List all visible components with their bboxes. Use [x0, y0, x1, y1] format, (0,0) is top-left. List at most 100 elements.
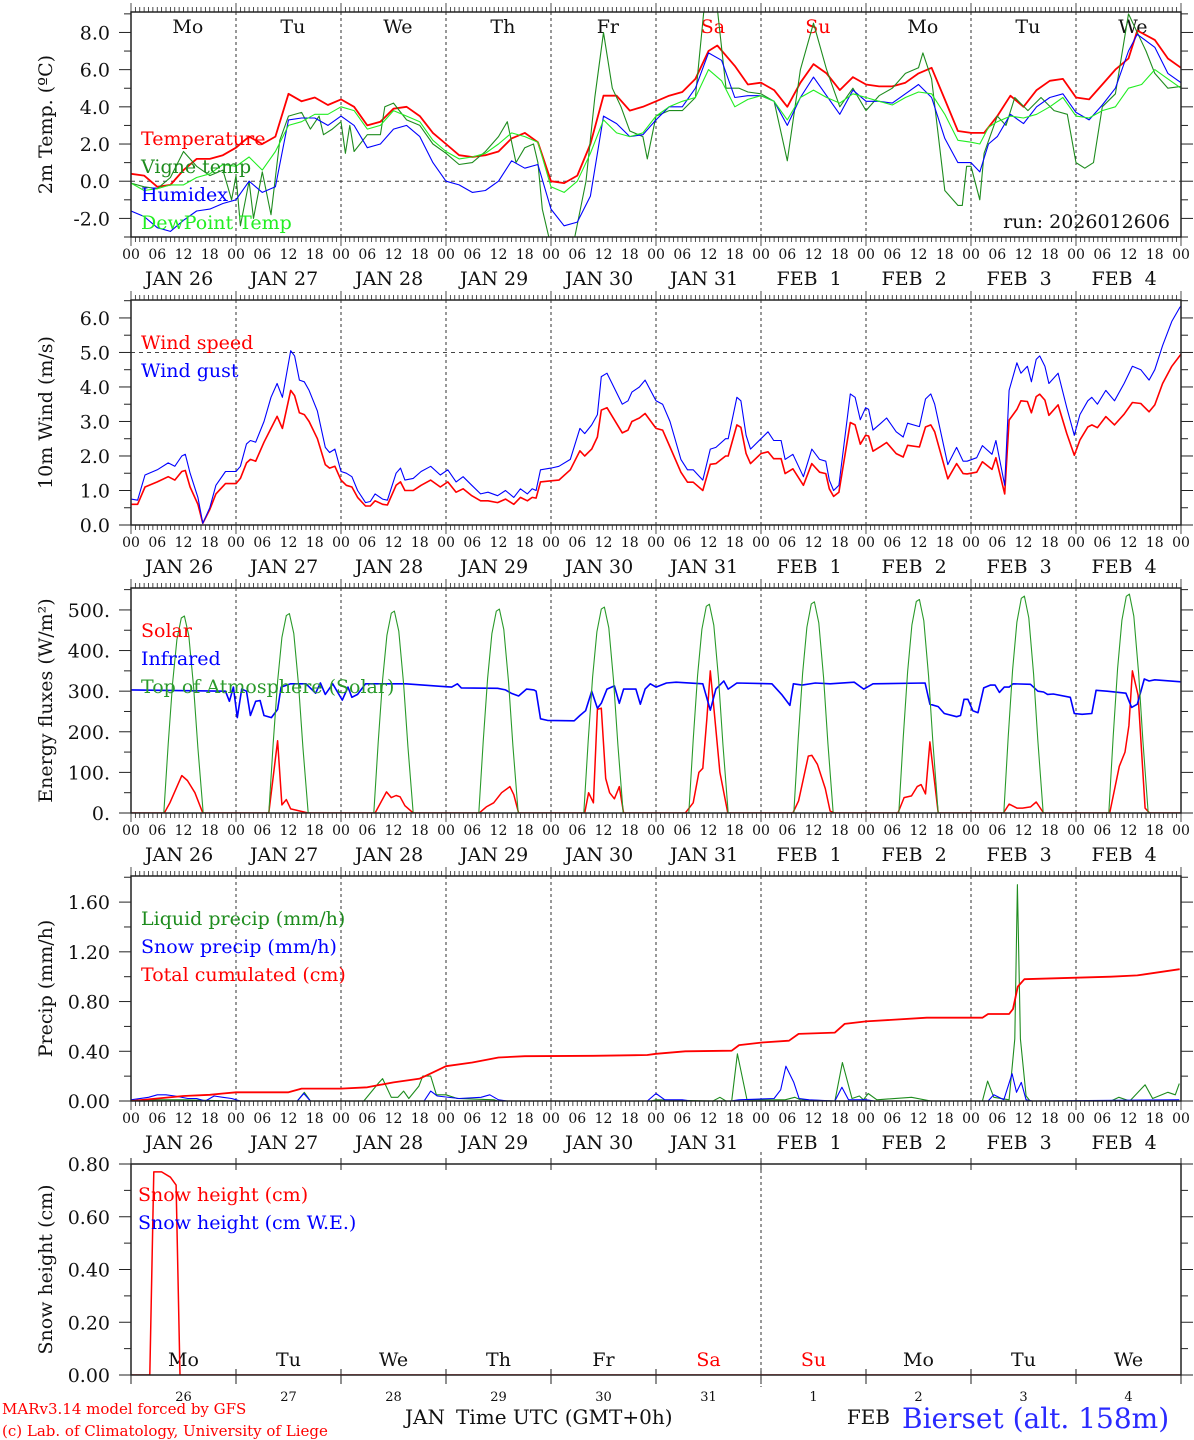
- hour-tick-label: 12: [280, 247, 298, 263]
- plot-frame: [130, 1163, 1182, 1376]
- weekday-label: Su: [805, 16, 830, 38]
- hour-tick-label: 12: [700, 1111, 718, 1127]
- y-tick-label: 300.: [68, 681, 110, 703]
- weekday-label: Tu: [1015, 16, 1040, 38]
- hour-tick-label: 06: [1093, 247, 1111, 263]
- plot-frame: [130, 299, 1182, 526]
- series-line-snow-height-cm: [131, 1171, 1181, 1375]
- hour-tick-label: 00: [332, 535, 350, 551]
- hour-tick-label: 06: [1093, 535, 1111, 551]
- hour-tick-label: 18: [411, 535, 429, 551]
- hour-tick-label: 18: [621, 247, 639, 263]
- hour-tick-label: 06: [148, 535, 166, 551]
- day-label: JAN 31: [668, 1132, 738, 1154]
- hour-tick-label: 06: [568, 247, 586, 263]
- hour-tick-label: 00: [122, 247, 140, 263]
- hour-tick-label: 12: [1015, 1111, 1033, 1127]
- hour-tick-label: 12: [805, 1111, 823, 1127]
- y-tick-label: 0.0: [80, 515, 110, 537]
- hour-tick-label: 12: [595, 535, 613, 551]
- hour-tick-label: 12: [1015, 535, 1033, 551]
- hour-tick-label: 06: [883, 535, 901, 551]
- hour-tick-label: 12: [175, 535, 193, 551]
- hour-tick-label: 00: [857, 247, 875, 263]
- weekday-label: Tu: [280, 16, 305, 38]
- hour-tick-label: 00: [752, 823, 770, 839]
- hour-tick-label: 06: [673, 1111, 691, 1127]
- hour-tick-label: 06: [358, 247, 376, 263]
- hour-tick-label: 18: [621, 535, 639, 551]
- hour-tick-label: 00: [1067, 1111, 1085, 1127]
- hour-tick-label: 00: [227, 1111, 245, 1127]
- series-line-vigne-temp: [131, 12, 1181, 237]
- panel-wind: 0.0 1.0 2.0 3.0 4.0 5.0 6.0 10m Wind (m/s) 00 06 1…: [35, 291, 1193, 578]
- series-line-temperature: [131, 29, 1181, 188]
- hour-tick-label: 18: [1146, 247, 1164, 263]
- y-tick-label: 0.80: [68, 992, 110, 1014]
- hour-tick-label: 18: [411, 247, 429, 263]
- hour-tick-label: 06: [148, 823, 166, 839]
- plot-frame: [130, 587, 1182, 814]
- hour-tick-label: 18: [1041, 1111, 1059, 1127]
- day-label: FEB 4: [1092, 556, 1157, 578]
- day-label: JAN 27: [248, 268, 318, 290]
- month-label-jan: JAN: [403, 1405, 445, 1429]
- hour-tick-label: 12: [175, 1111, 193, 1127]
- hour-tick-label: 00: [332, 1111, 350, 1127]
- hour-tick-label: 18: [306, 1111, 324, 1127]
- hour-tick-label: 06: [463, 823, 481, 839]
- hour-tick-label: 12: [490, 535, 508, 551]
- y-tick-label: 1.0: [80, 480, 110, 502]
- hour-tick-label: 12: [1120, 823, 1138, 839]
- weekday-label: Sa: [696, 1349, 720, 1371]
- hour-tick-label: 12: [385, 1111, 403, 1127]
- day-number-label: 31: [700, 1390, 717, 1405]
- series-group: [131, 1171, 1181, 1375]
- day-label: FEB 1: [777, 1132, 842, 1154]
- hour-tick-label: 00: [227, 247, 245, 263]
- hour-tick-label: 06: [883, 1111, 901, 1127]
- hour-tick-label: 12: [175, 247, 193, 263]
- hour-tick-label: 12: [805, 535, 823, 551]
- y-tick-label: 5.0: [80, 342, 110, 364]
- hour-tick-label: 00: [962, 247, 980, 263]
- hour-tick-label: 18: [516, 823, 534, 839]
- day-label: JAN 30: [563, 268, 633, 290]
- hour-tick-label: 06: [673, 535, 691, 551]
- hour-tick-label: 06: [988, 535, 1006, 551]
- hour-tick-label: 12: [1015, 247, 1033, 263]
- plot-frame: [130, 11, 1182, 238]
- hour-tick-label: 06: [463, 247, 481, 263]
- day-label: FEB 1: [777, 268, 842, 290]
- day-label: FEB 4: [1092, 844, 1157, 866]
- y-tick-label: 400.: [68, 641, 110, 663]
- day-label: JAN 27: [248, 844, 318, 866]
- hour-tick-label: 00: [962, 823, 980, 839]
- day-label: FEB 2: [882, 844, 947, 866]
- hour-tick-label: 00: [227, 535, 245, 551]
- hour-tick-label: 00: [542, 823, 560, 839]
- hour-tick-label: 12: [385, 823, 403, 839]
- series-line-top-of-atmosphere-solar: [131, 593, 1181, 813]
- lab-credit: (c) Lab. of Climatology, University of L…: [2, 1422, 328, 1440]
- y-tick-label: 0.00: [68, 1365, 110, 1387]
- hour-tick-label: 00: [647, 247, 665, 263]
- hour-tick-label: 12: [490, 1111, 508, 1127]
- y-tick-label: 6.0: [80, 308, 110, 330]
- day-number-label: 30: [595, 1390, 612, 1405]
- legend-label-humidex: Humidex: [141, 184, 228, 206]
- y-tick-label: 200.: [68, 722, 110, 744]
- hour-tick-label: 06: [568, 535, 586, 551]
- weekday-label: Mo: [903, 1349, 934, 1371]
- y-axis-label: 10m Wind (m/s): [35, 336, 57, 489]
- hour-tick-label: 00: [1172, 823, 1190, 839]
- y-tick-label: 0.40: [68, 1041, 110, 1063]
- hour-tick-label: 06: [988, 247, 1006, 263]
- hour-tick-label: 12: [385, 535, 403, 551]
- hour-tick-label: 00: [1172, 1111, 1190, 1127]
- hour-tick-label: 00: [122, 823, 140, 839]
- day-number-label: 4: [1124, 1390, 1132, 1405]
- series-group: [131, 12, 1181, 237]
- day-label: JAN 28: [353, 844, 423, 866]
